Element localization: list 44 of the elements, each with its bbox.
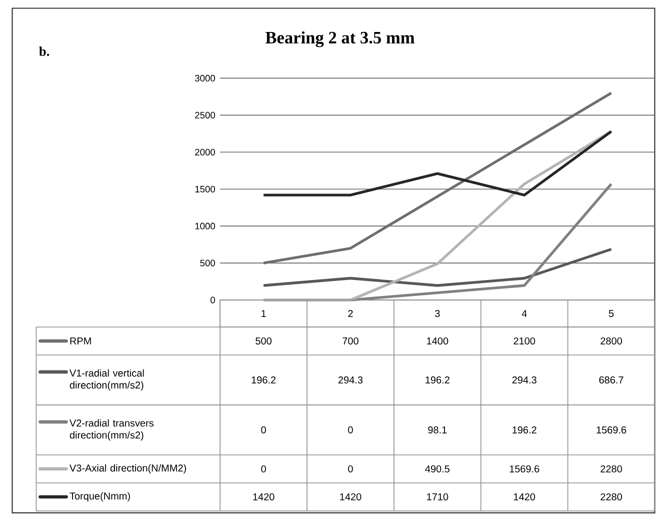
x-tick-label: 4 bbox=[522, 310, 527, 317]
y-tick-label: 1000 bbox=[195, 222, 216, 230]
data-label: 196.2 bbox=[512, 426, 536, 434]
chart-title: Bearing 2 at 3.5 mm bbox=[265, 31, 414, 48]
data-label: 1710 bbox=[427, 493, 448, 500]
data-label: 1569.6 bbox=[510, 465, 540, 472]
y-tick-label: 500 bbox=[200, 260, 216, 266]
data-label: 0 bbox=[348, 465, 353, 472]
x-tick-label: 2 bbox=[348, 310, 353, 317]
y-tick-label: 2500 bbox=[195, 112, 216, 118]
data-label: 1569.6 bbox=[596, 426, 626, 434]
data-label: 0 bbox=[261, 426, 266, 434]
data-label: 490.5 bbox=[425, 465, 450, 472]
data-label: 0 bbox=[348, 426, 353, 434]
data-label: 196.2 bbox=[252, 376, 276, 384]
legend-label: V2-radial transvers direction(mm/s2) bbox=[70, 419, 154, 441]
legend-label: RPM bbox=[70, 338, 91, 344]
data-label: 294.3 bbox=[338, 376, 363, 384]
data-label: 2800 bbox=[600, 337, 622, 344]
data-label: 1420 bbox=[514, 493, 536, 500]
y-tick-label: 2000 bbox=[195, 148, 216, 156]
y-tick-label: 0 bbox=[210, 296, 216, 304]
data-label: 98.1 bbox=[428, 426, 447, 434]
y-tick-label: 3000 bbox=[195, 74, 216, 82]
legend-label: V1-radial vertical direction(mm/s2) bbox=[70, 369, 144, 391]
data-label: 500 bbox=[256, 337, 272, 344]
data-label: 2100 bbox=[514, 337, 536, 344]
text: b. bbox=[39, 46, 50, 56]
data-label: 1420 bbox=[340, 493, 362, 500]
legend-label: Torque(Nmm) bbox=[70, 492, 130, 502]
data-label: 2280 bbox=[600, 493, 622, 500]
y-tick-label: 1500 bbox=[195, 186, 216, 192]
data-label: 1420 bbox=[253, 493, 274, 500]
legend-label: V3-Axial direction(N/MM2) bbox=[70, 464, 186, 474]
data-label: 686.7 bbox=[599, 376, 624, 384]
data-label: 2280 bbox=[600, 465, 622, 472]
x-tick-label: 5 bbox=[608, 310, 614, 317]
data-label: 700 bbox=[342, 337, 358, 344]
data-label: 0 bbox=[261, 465, 266, 472]
x-tick-label: 1 bbox=[262, 310, 266, 317]
data-label: 294.3 bbox=[512, 376, 536, 384]
data-label: 1400 bbox=[427, 337, 448, 344]
x-tick-label: 3 bbox=[435, 310, 440, 318]
data-label: 196.2 bbox=[426, 376, 450, 384]
